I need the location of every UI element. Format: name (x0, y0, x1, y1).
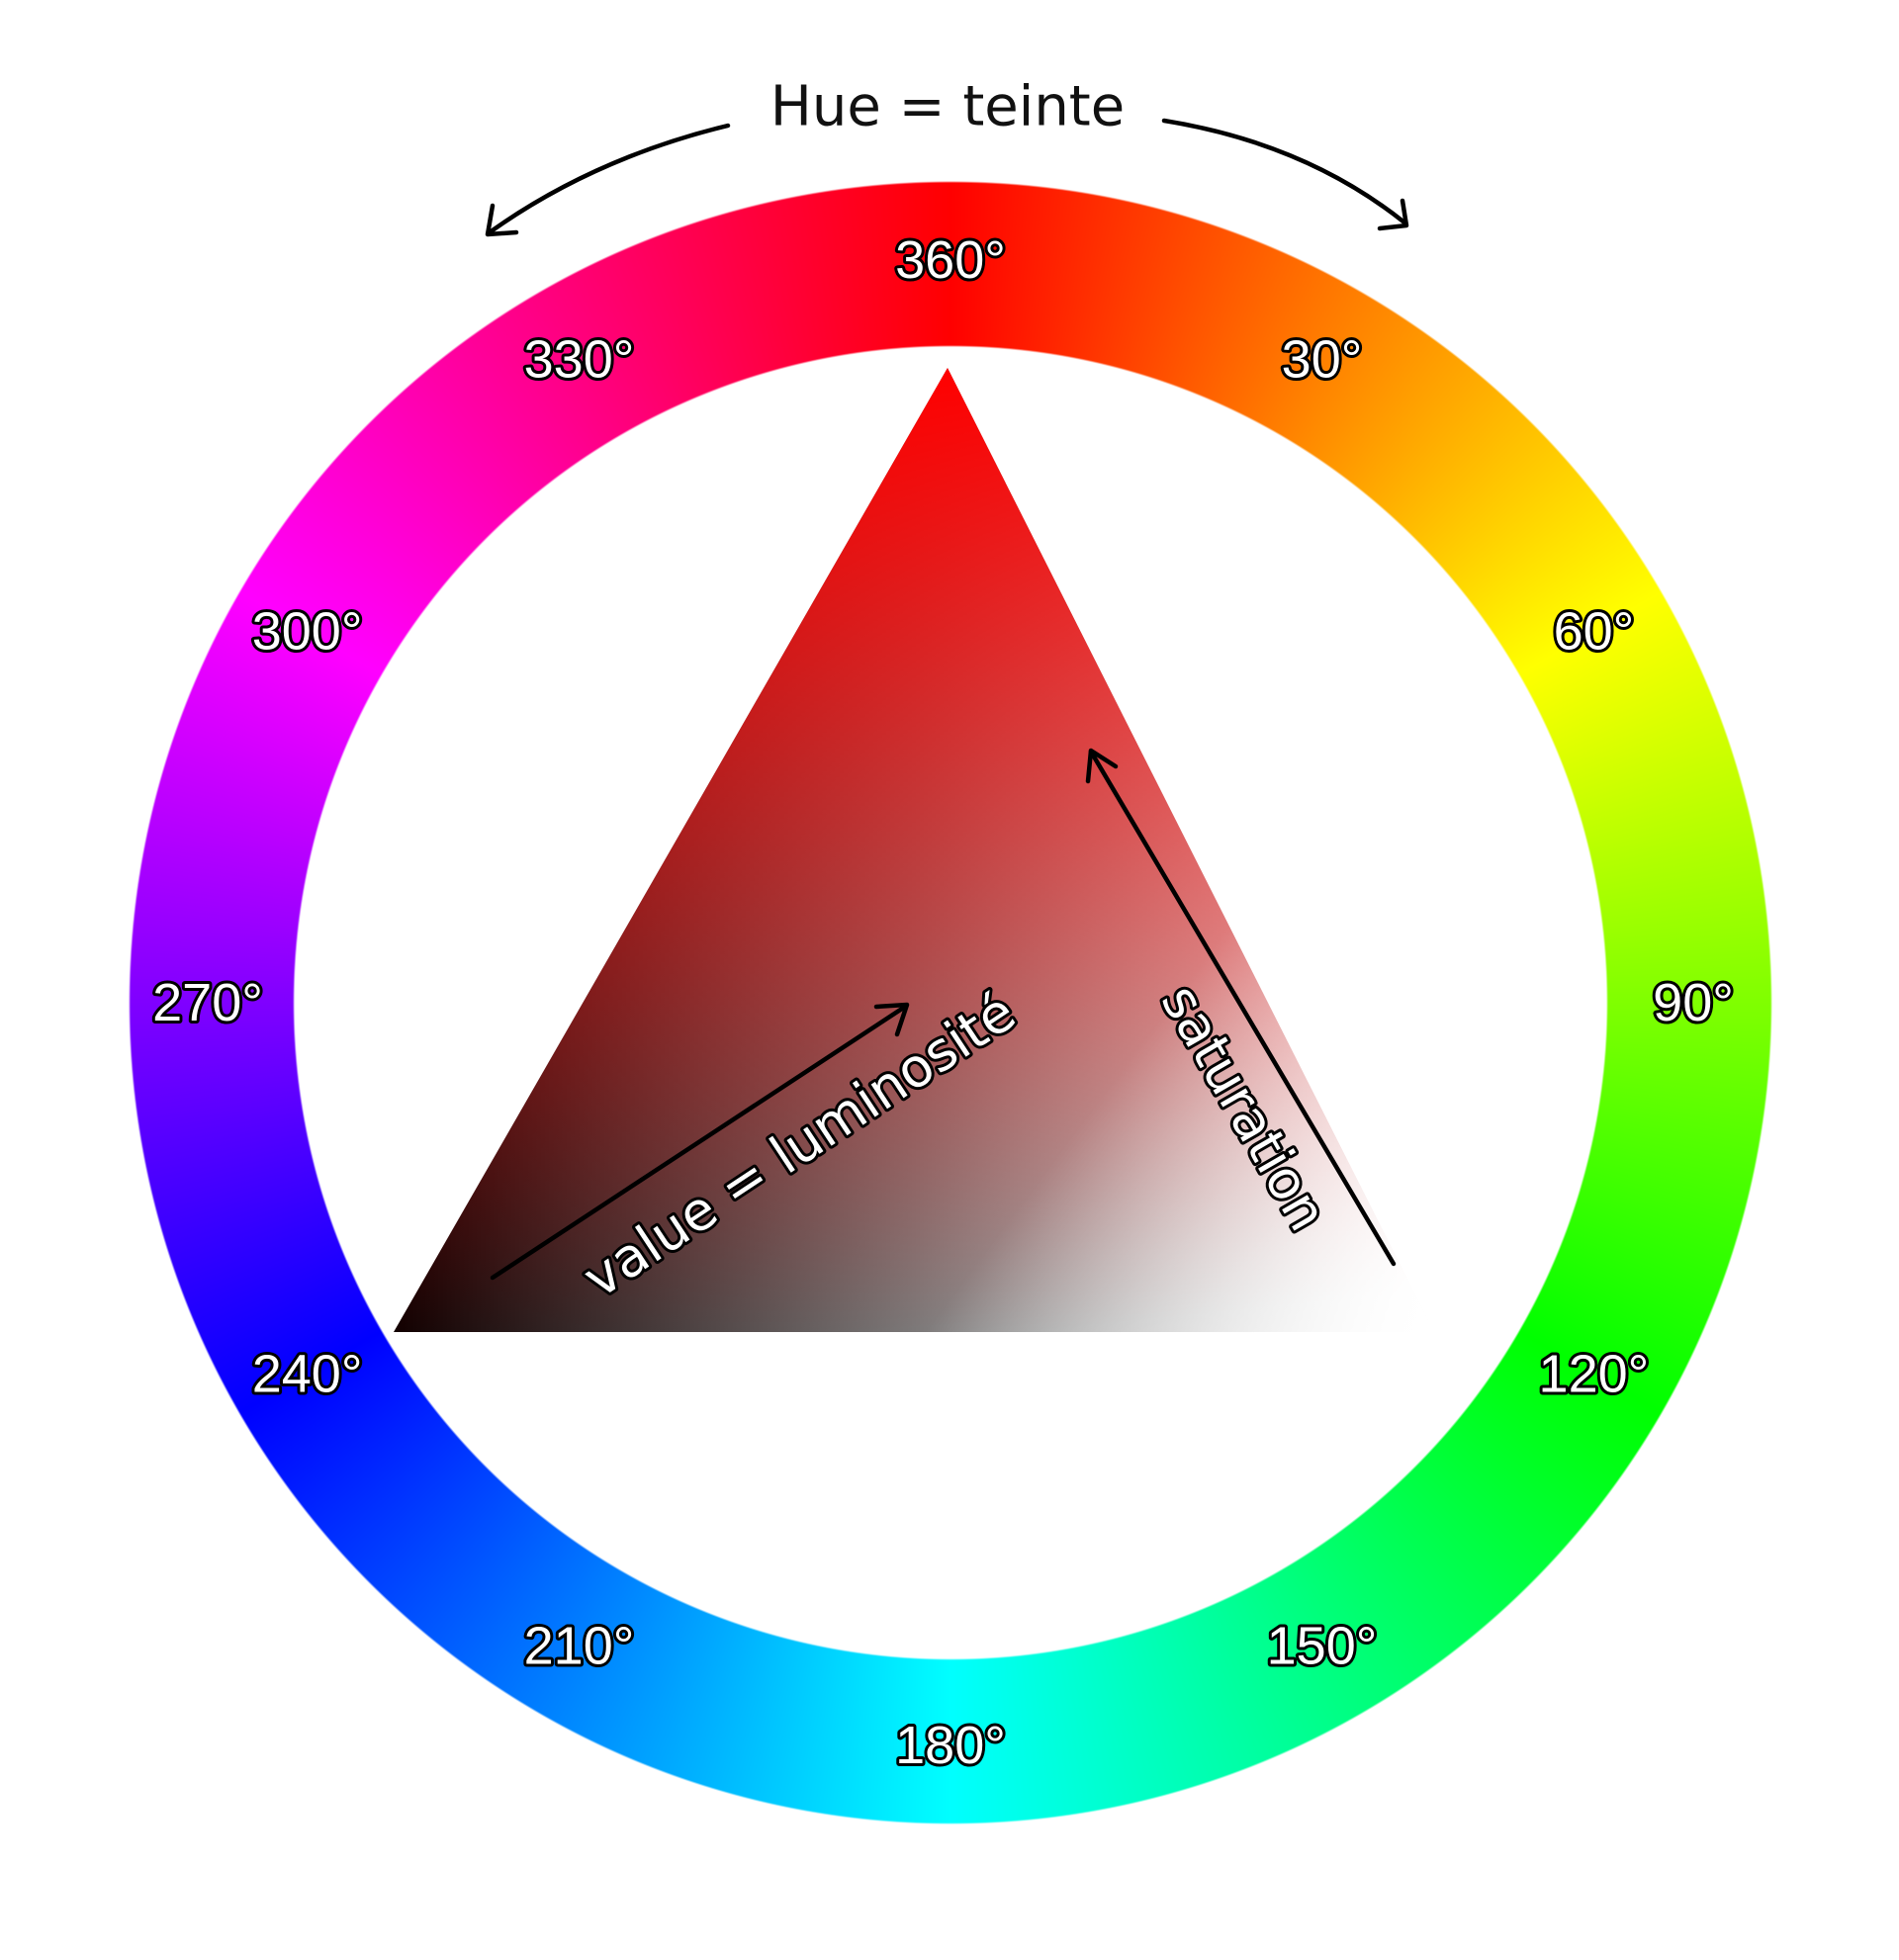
hue-label-120: 120° (1539, 1345, 1650, 1404)
hue-label-300: 300° (252, 602, 363, 662)
hue-label-360: 360° (895, 230, 1006, 290)
hue-label-90: 90° (1653, 973, 1734, 1032)
hue-arrow-right (1164, 121, 1404, 223)
hue-label-180: 180° (895, 1716, 1006, 1775)
hue-label-270: 270° (152, 973, 263, 1032)
hue-label-30: 30° (1282, 330, 1363, 390)
hue-arrow-left (490, 126, 728, 232)
hue-label-60: 60° (1554, 602, 1635, 662)
hue-label-150: 150° (1267, 1616, 1378, 1675)
hue-title: Hue = teinte (770, 75, 1125, 139)
hue-label-330: 330° (524, 330, 635, 390)
hue-label-240: 240° (252, 1345, 363, 1404)
hue-label-210: 210° (524, 1616, 635, 1675)
